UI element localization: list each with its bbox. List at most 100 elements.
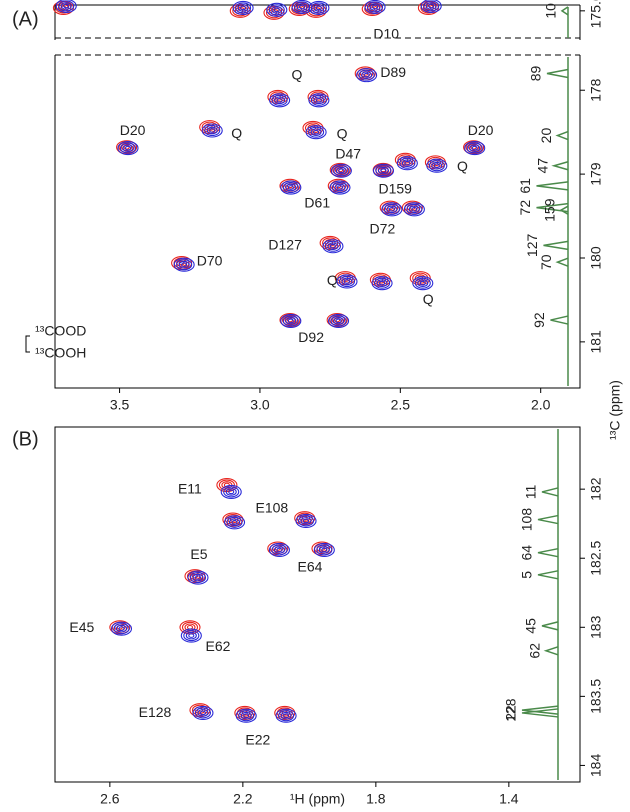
peak-contour [308,126,325,138]
peak-contour [209,128,216,133]
peak [117,141,139,156]
y-tick-label: 184 [588,754,604,778]
peak [229,3,251,18]
peak-contour [310,128,322,137]
projection-label: 159 [542,198,558,222]
peak-contour [271,94,288,106]
peak-contour [274,96,286,105]
peak-contour [333,317,345,325]
peak-contour [471,145,478,151]
projection-peak [537,514,559,525]
peak-contour [228,489,235,495]
x-tick-label: 3.5 [110,397,130,413]
peak-contour [240,711,252,720]
peak-contour [308,5,325,17]
peak-contour [367,1,384,13]
peak-contour [374,277,391,289]
peak-contour [428,160,445,172]
peak-contour [197,709,209,717]
peak-contour [334,166,346,174]
peak-contour [299,4,306,10]
projection-peak [537,547,559,558]
peak-label: E108 [256,499,289,515]
projection-label: 5 [519,571,535,579]
peak [55,0,77,14]
peak-contour [296,3,308,11]
peak-contour [265,7,283,19]
peak [222,512,244,527]
peak-contour [422,4,434,12]
peak-contour [273,7,280,13]
peak-contour [376,279,388,288]
peak-contour [185,631,197,640]
peak-contour [178,260,190,269]
projection-label: 108 [519,508,535,532]
peak-contour [192,573,204,582]
peak-contour [366,5,378,13]
peak [308,93,330,108]
peak-contour [375,165,392,177]
peak-contour [431,161,443,170]
frame [54,426,581,783]
peak [180,628,202,643]
peak-contour [57,4,69,12]
peak-contour [324,240,341,252]
peak-contour [428,3,435,9]
peak-contour [119,142,137,154]
peak-contour [338,275,356,288]
peak-contour [268,4,285,16]
projection-label: 22 [503,705,519,721]
peak-label: E11 [178,481,202,497]
projection-label: 10 [543,3,559,19]
peak-label: D127 [268,237,302,253]
projection-label: 62 [527,643,543,659]
peak-contour [123,144,130,150]
peak [381,202,403,217]
peak-contour [383,203,400,215]
projection-label: 20 [538,128,554,144]
y-tick-label: 178 [588,78,604,102]
peak [116,140,138,155]
peak-contour [181,262,188,268]
projection-peak [541,621,559,631]
peak-contour [332,164,349,176]
peak-contour [372,4,379,10]
projection-label: 128 [503,698,519,722]
peak [313,542,335,557]
peak-label: D159 [378,180,412,196]
peak-contour [118,141,135,153]
peak-contour [280,711,292,720]
peak [403,202,425,217]
peak-label: E5 [190,546,207,562]
peak-contour [310,2,327,14]
peak-contour [189,572,207,584]
peak-contour [423,0,440,12]
peak [356,68,378,83]
peak [372,163,395,178]
peak-contour [273,546,285,554]
peak-contour [341,277,353,286]
peak-contour [329,243,336,249]
peak [269,93,291,108]
y-axis-label: ¹³C (ppm) [607,380,623,440]
peak-contour [194,575,202,580]
peak-contour [466,142,483,154]
peak-contour [60,2,72,10]
projection-peak [550,315,569,325]
projection-label: 127 [524,234,540,258]
peak-contour [338,168,345,174]
y-tick-label: 182 [588,477,604,501]
x-tick-label: 3.0 [250,397,270,413]
peak-contour [297,515,315,527]
peak-contour [361,71,373,79]
peak-contour [310,94,327,106]
peak [280,180,302,195]
peak-contour [63,3,70,9]
projection-peak [543,240,569,251]
peak-contour [204,124,221,137]
peak-contour [327,242,339,251]
peak [279,313,301,328]
peak [263,5,285,20]
projection-label: 61 [517,178,533,194]
